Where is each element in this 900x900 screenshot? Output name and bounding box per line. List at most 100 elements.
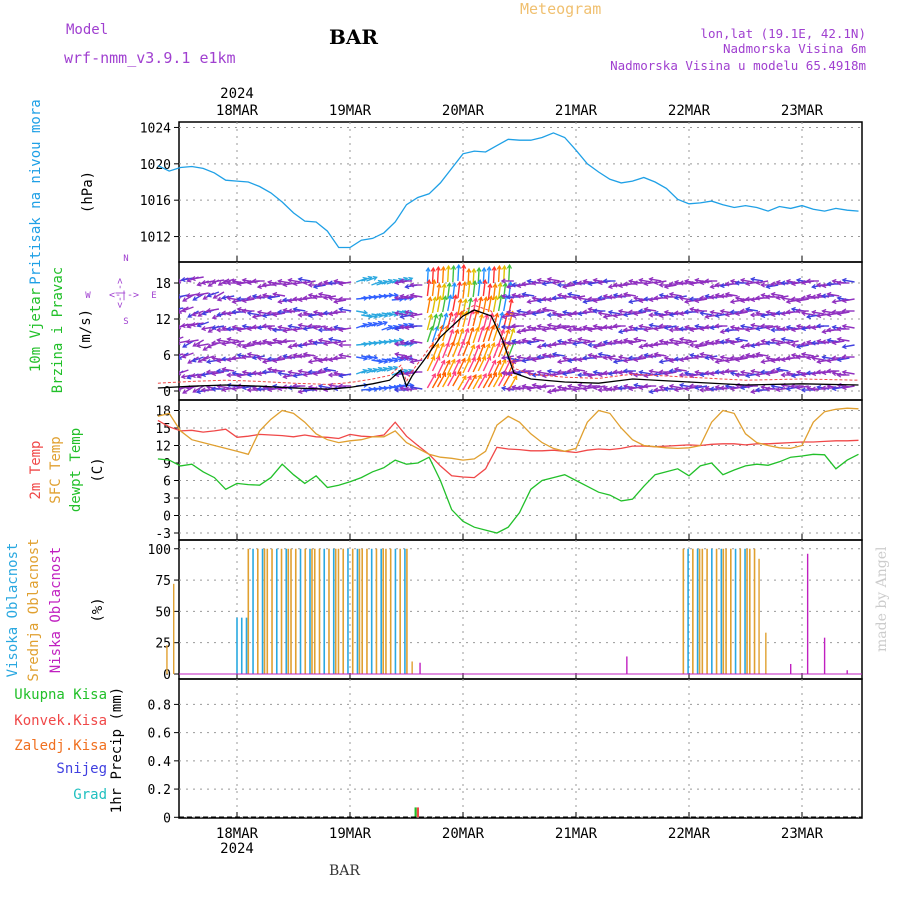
wind-arrow [842, 325, 855, 329]
wind-unit: (m/s) [78, 309, 94, 351]
wind-arrowhead [185, 339, 191, 345]
wind-arrowhead [704, 339, 710, 345]
wind-arrowhead [287, 354, 293, 360]
wind-arrowhead [156, 366, 160, 370]
wind-arrowhead [790, 383, 796, 389]
wind-arrowhead [729, 278, 735, 284]
wind-arrow [181, 277, 194, 281]
wind-arrowhead [561, 355, 568, 361]
wind-arrowhead [180, 374, 186, 380]
wind-arrow [278, 372, 291, 376]
wind-arrowhead [185, 293, 191, 299]
wind-arrowhead [821, 339, 826, 345]
station-title: BAR [329, 25, 378, 49]
wind-arrow [730, 299, 743, 303]
wind-arrowhead [215, 368, 221, 374]
wind-arrowhead [186, 277, 192, 283]
wind-arrow [492, 284, 497, 301]
wind-arrowhead [673, 279, 679, 285]
wind-arrow [796, 385, 809, 389]
temperature-ytick-label: -3 [155, 527, 171, 542]
wind-arrowhead [551, 280, 557, 286]
wind-arrowhead [241, 369, 247, 375]
wind-arrow [472, 310, 478, 327]
wind-arrow [710, 357, 723, 361]
wind-arrow [664, 371, 677, 375]
wind-arrowhead [241, 298, 247, 304]
wind-arrowhead [628, 386, 634, 392]
clouds-ytick-label: 25 [155, 637, 171, 652]
wind-arrow [715, 313, 728, 317]
wind-arrowhead [587, 383, 593, 389]
precipitation-ytick-label: 0.8 [148, 698, 171, 713]
wind-arrowhead [551, 310, 557, 316]
wind-arrow [371, 280, 383, 286]
wind-arrow [822, 310, 835, 314]
wind-arrowhead [597, 351, 603, 357]
wind-arrowhead [739, 308, 745, 314]
wind-arrow [262, 359, 275, 363]
wind-arrow [766, 325, 779, 329]
wind-arrow [573, 341, 586, 345]
wind-arrowhead [511, 338, 517, 344]
wind-arrowhead [322, 356, 328, 362]
wind-arrowhead [271, 368, 277, 374]
wind-arrowhead [607, 355, 613, 361]
wind-arrowhead [226, 280, 231, 286]
wind-arrowhead [256, 371, 262, 377]
wind-arrow [329, 338, 342, 342]
temp-unit: (C) [90, 457, 106, 482]
wind-arrow [487, 342, 496, 359]
wind-arrowhead [221, 366, 227, 372]
wind-arrowhead [658, 369, 664, 375]
wind-arrow [186, 339, 199, 343]
wind-arrow [664, 284, 677, 288]
wind-arrowhead [201, 356, 207, 362]
wind-arrowhead [487, 373, 492, 379]
day-label-bottom-22MAR: 22MAR [668, 826, 711, 842]
wind-arrowhead [466, 267, 472, 273]
wind-arrowhead [231, 324, 237, 330]
wind-arrowhead [795, 308, 801, 314]
wind-arrow [355, 369, 367, 375]
wind-arrowhead [471, 356, 476, 362]
wind-arrow [452, 371, 462, 387]
wind-arrowhead [785, 355, 791, 361]
temperature-ytick-label: 3 [163, 492, 171, 507]
wind-arrow [257, 357, 270, 361]
wind-arrow [334, 340, 347, 344]
wind-arrow [776, 368, 789, 372]
wind-arrowhead [592, 385, 598, 391]
wind-arrow [339, 308, 352, 312]
wind-arrowhead [582, 299, 588, 305]
wind-arrowhead [196, 322, 202, 328]
wind-arrowhead [816, 384, 822, 390]
wind-arrowhead [246, 351, 252, 357]
wind-arrowhead [577, 295, 583, 301]
wind-arrow [512, 313, 525, 317]
wind-arrow [162, 292, 173, 296]
wind-arrow [791, 373, 804, 377]
wind-arrowhead [556, 292, 562, 298]
wind-arrowhead [810, 294, 816, 300]
wind-arrowhead [151, 309, 155, 313]
wind-arrowhead [490, 342, 496, 348]
wind-arrowhead [719, 354, 725, 360]
wind-arrow [153, 368, 163, 374]
wind-arrowhead [841, 277, 847, 283]
wind-arrow [457, 282, 461, 299]
wind-arrow [242, 344, 255, 348]
wind-arrowhead [312, 309, 318, 315]
wind-arrowhead [775, 295, 781, 301]
wind-arrowhead [282, 297, 287, 303]
wind-arrowhead [173, 374, 177, 378]
wind-arrow [573, 387, 586, 391]
wind-arrowhead [714, 323, 720, 329]
wind-arrowhead [841, 385, 847, 391]
wind-arrow [700, 312, 713, 316]
wind-arrow [371, 321, 383, 327]
wind-arrowhead [597, 341, 603, 347]
wind-arrowhead [612, 384, 618, 390]
wind-arrowhead [688, 383, 694, 389]
wind-arrowhead [192, 388, 198, 393]
